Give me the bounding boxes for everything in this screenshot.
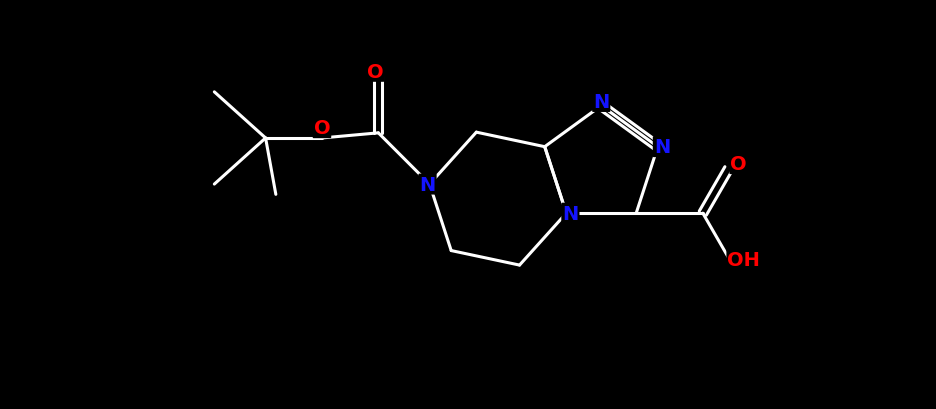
Text: O: O [367, 63, 384, 82]
Text: N: N [593, 93, 609, 112]
Text: N: N [419, 175, 435, 194]
Text: O: O [314, 119, 330, 138]
Text: N: N [563, 204, 578, 223]
Text: O: O [730, 155, 747, 174]
Text: OH: OH [727, 250, 760, 270]
Text: N: N [653, 138, 670, 157]
